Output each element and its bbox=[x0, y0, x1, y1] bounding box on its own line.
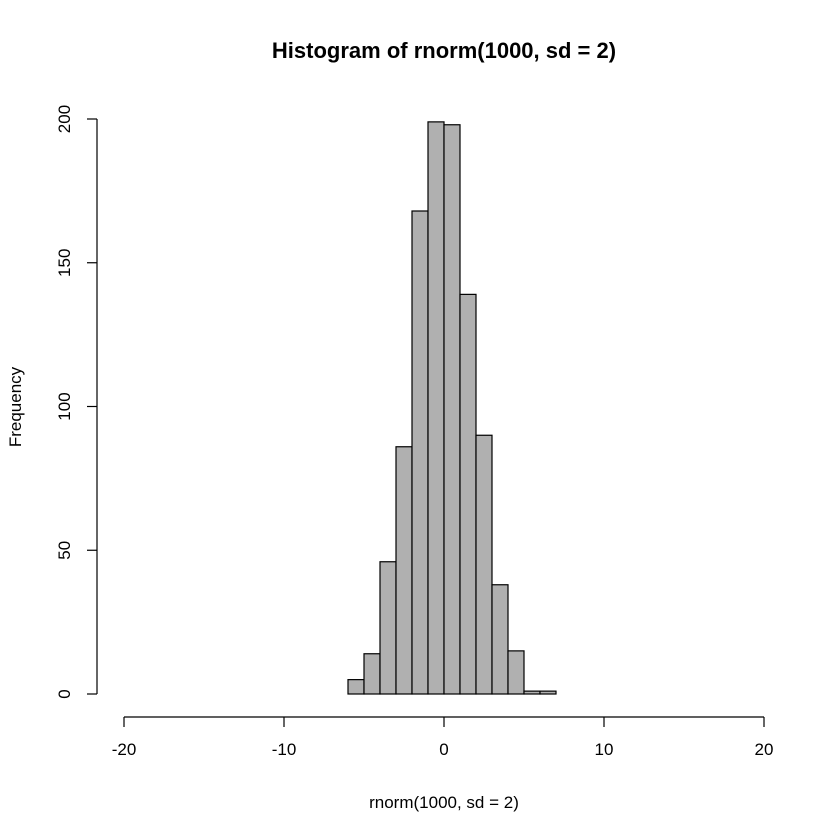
histogram-bar bbox=[411, 210, 429, 695]
histogram-bar bbox=[523, 690, 541, 695]
y-tick-label: 100 bbox=[55, 392, 74, 420]
histogram-bars bbox=[347, 121, 557, 695]
histogram-bar bbox=[443, 124, 461, 695]
y-tick-label: 150 bbox=[55, 249, 74, 277]
x-tick-label: -20 bbox=[112, 740, 137, 759]
x-tick-label: 20 bbox=[755, 740, 774, 759]
histogram-bar bbox=[395, 446, 413, 695]
histogram-bar bbox=[427, 121, 445, 695]
histogram-bar bbox=[379, 561, 397, 695]
x-tick-label: -10 bbox=[272, 740, 297, 759]
y-axis: 0 50 100 150 200 bbox=[55, 105, 98, 699]
histogram-bar bbox=[459, 293, 477, 695]
y-tick-label: 50 bbox=[55, 541, 74, 560]
y-tick-label: 0 bbox=[55, 689, 74, 698]
histogram-bar bbox=[507, 650, 525, 695]
histogram-bar bbox=[539, 690, 557, 695]
x-axis: -20 -10 0 10 20 bbox=[112, 716, 774, 759]
histogram-bar bbox=[347, 679, 365, 695]
x-tick-label: 0 bbox=[439, 740, 448, 759]
histogram-bar bbox=[491, 584, 509, 695]
histogram-bar bbox=[475, 434, 493, 695]
x-tick-label: 10 bbox=[595, 740, 614, 759]
chart-title: Histogram of rnorm(1000, sd = 2) bbox=[272, 38, 616, 63]
x-axis-label: rnorm(1000, sd = 2) bbox=[369, 793, 519, 812]
y-tick-label: 200 bbox=[55, 105, 74, 133]
y-axis-label: Frequency bbox=[6, 366, 25, 447]
histogram-bar bbox=[363, 653, 381, 695]
